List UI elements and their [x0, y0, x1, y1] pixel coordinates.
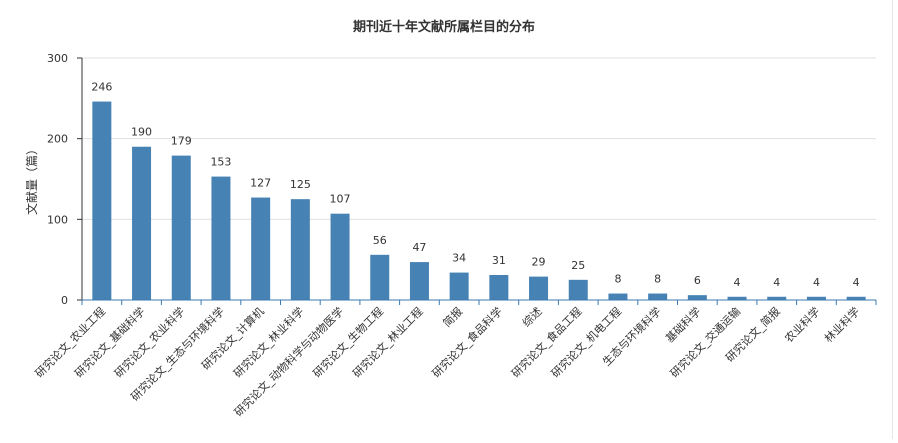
- panel-edge: [892, 0, 893, 439]
- x-tick-label: 农业科学: [782, 304, 823, 345]
- bar: [767, 296, 787, 300]
- data-label: 4: [853, 276, 860, 289]
- y-tick-label: 200: [47, 133, 68, 146]
- bar: [211, 176, 231, 300]
- x-tick-label: 研究论文_机电工程: [548, 304, 624, 380]
- data-label: 4: [773, 276, 780, 289]
- data-label: 127: [250, 177, 271, 190]
- x-tick-label: 研究论文_林业工程: [350, 304, 426, 380]
- bar: [132, 146, 152, 300]
- y-axis-ticks: 0 100 200 300: [47, 52, 82, 307]
- x-tick-label: 研究论文_农业科学: [111, 304, 187, 380]
- bar: [251, 197, 271, 300]
- data-label: 4: [734, 276, 741, 289]
- chart-title: 期刊近十年文献所属栏目的分布: [353, 19, 535, 35]
- y-tick-label: 300: [47, 52, 68, 65]
- x-tick-label: 综述: [519, 304, 544, 329]
- data-label: 4: [813, 276, 820, 289]
- data-label: 6: [694, 274, 701, 287]
- y-tick-label: 0: [61, 294, 68, 307]
- data-label: 190: [131, 126, 152, 139]
- bar: [489, 274, 509, 300]
- x-tick-label: 研究论文_生物工程: [310, 304, 386, 380]
- bar: [648, 293, 668, 300]
- y-axis-label: 文献量（篇）: [24, 143, 39, 215]
- bar: [727, 296, 747, 300]
- x-tick-label: 研究论文_食品工程: [508, 304, 584, 380]
- bar: [290, 199, 310, 300]
- bar: [608, 293, 628, 300]
- y-tick-label: 100: [47, 213, 68, 226]
- data-label: 107: [330, 193, 351, 206]
- x-tick-label: 研究论文_交通运输: [667, 304, 743, 380]
- data-label: 8: [614, 273, 621, 286]
- bar: [529, 276, 549, 300]
- bar: [449, 272, 469, 300]
- x-tick-label: 简报: [440, 304, 465, 329]
- data-label: 29: [532, 256, 546, 269]
- x-axis-ticks: 研究论文_农业工程研究论文_基础科学研究论文_农业科学研究论文_生态与环境科学研…: [32, 300, 877, 419]
- data-label: 8: [654, 273, 661, 286]
- bar: [370, 254, 390, 300]
- bar: [846, 296, 866, 300]
- bar: [806, 296, 826, 300]
- data-label: 31: [492, 254, 506, 267]
- x-tick-label: 林业科学: [821, 304, 862, 345]
- data-label: 56: [373, 234, 387, 247]
- x-tick-label: 研究论文_食品科学: [429, 304, 505, 380]
- x-tick-label: 研究论文_基础科学: [72, 304, 148, 380]
- data-labels: 246 190 179 153 127 125 107 56 47 34 31 29 25 8 8 6 4 4 4 4: [91, 81, 859, 289]
- data-label: 25: [571, 259, 585, 272]
- bar: [171, 155, 191, 300]
- x-tick-label: 研究论文_林业科学: [230, 304, 306, 380]
- x-tick-label: 基础科学: [662, 304, 703, 345]
- data-label: 34: [452, 252, 466, 265]
- bars: [92, 101, 866, 300]
- data-label: 153: [210, 156, 231, 169]
- data-label: 47: [412, 241, 426, 254]
- x-tick-label: 研究论文_农业工程: [32, 304, 108, 380]
- bar: [330, 213, 350, 300]
- bar: [568, 279, 588, 300]
- bar: [92, 101, 112, 300]
- grid-lines: [82, 57, 876, 220]
- bar: [687, 295, 707, 300]
- bar: [409, 262, 429, 300]
- data-label: 125: [290, 178, 311, 191]
- data-label: 179: [171, 135, 192, 148]
- data-label: 246: [91, 81, 112, 94]
